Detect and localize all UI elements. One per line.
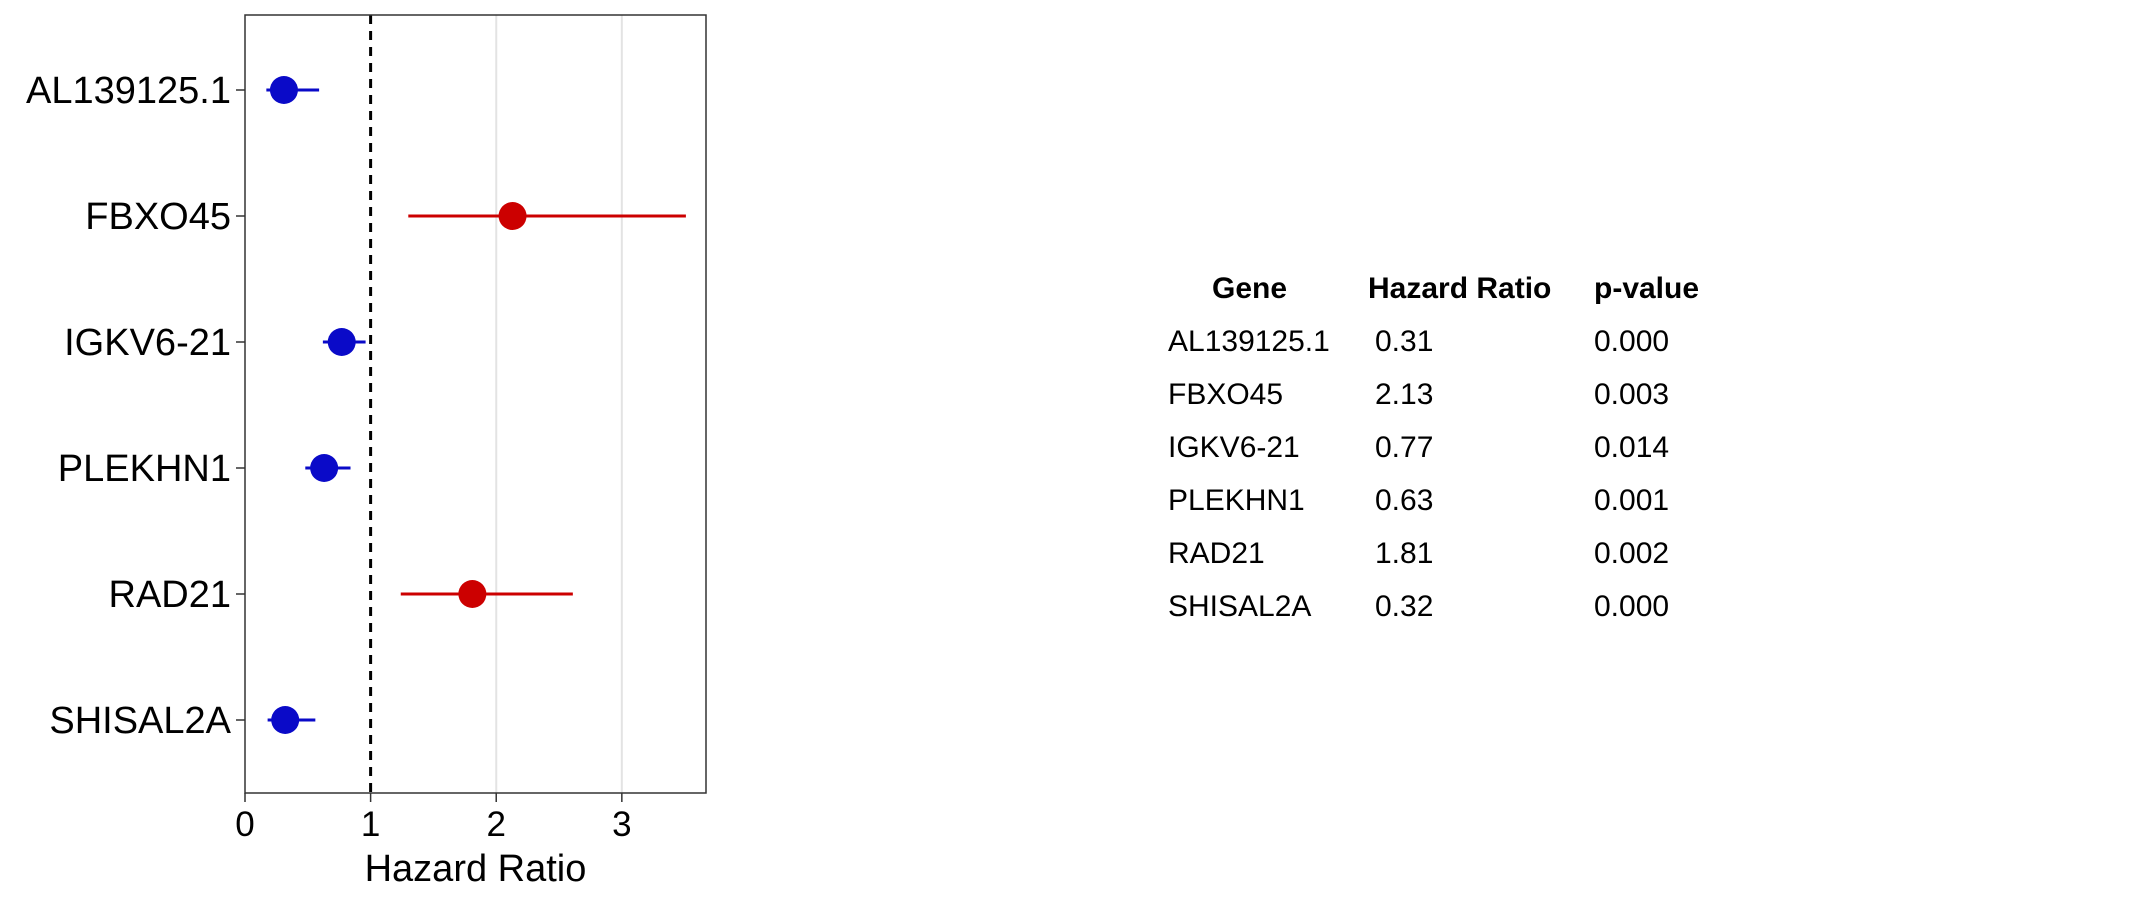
cell-hazard-ratio: 0.31 [1375, 325, 1434, 358]
y-tick-label: PLEKHN1 [58, 448, 231, 490]
ci-layer [266, 88, 686, 722]
x-axis: 0 1 2 3 [235, 793, 632, 844]
cell-gene: PLEKHN1 [1168, 484, 1305, 517]
hr-point [269, 76, 298, 104]
cell-gene: IGKV6-21 [1168, 431, 1300, 464]
y-axis: AL139125.1 FBXO45 IGKV6-21 PLEKHN1 RAD21 SHIS… [26, 70, 245, 742]
y-tick-label: SHISAL2A [49, 700, 231, 742]
cell-hazard-ratio: 2.13 [1375, 378, 1434, 411]
cell-hazard-ratio: 1.81 [1375, 537, 1434, 570]
cell-p-value: 0.001 [1594, 484, 1670, 517]
plot-panel [244, 14, 707, 794]
cell-gene: FBXO45 [1168, 378, 1284, 411]
grid-layer [495, 15, 623, 793]
header-hazard-ratio: Hazard Ratio [1368, 272, 1552, 305]
cell-p-value: 0.014 [1594, 431, 1670, 464]
x-tick-label: 0 [235, 805, 254, 844]
hr-point [498, 202, 527, 230]
cell-hazard-ratio: 0.32 [1375, 590, 1434, 623]
header-p-value: p-value [1594, 272, 1700, 305]
hr-point [271, 706, 300, 734]
x-axis-label: Hazard Ratio [365, 848, 587, 890]
x-tick-label: 1 [361, 805, 380, 844]
y-tick-label: FBXO45 [85, 196, 231, 238]
cell-p-value: 0.002 [1594, 537, 1670, 570]
cell-p-value: 0.000 [1594, 590, 1670, 623]
y-tick-label: IGKV6-21 [64, 322, 231, 364]
header-gene: Gene [1212, 272, 1288, 305]
cell-p-value: 0.000 [1594, 325, 1670, 358]
hr-point [458, 580, 487, 608]
y-tick-label: RAD21 [109, 574, 232, 616]
cell-hazard-ratio: 0.77 [1375, 431, 1434, 464]
forest-plot: AL139125.1 FBXO45 IGKV6-21 PLEKHN1 RAD21 SHIS… [26, 14, 707, 890]
cell-p-value: 0.003 [1594, 378, 1670, 411]
cell-gene: RAD21 [1168, 537, 1265, 570]
hr-point [327, 328, 356, 356]
y-tick-label: AL139125.1 [26, 70, 231, 112]
cell-hazard-ratio: 0.63 [1375, 484, 1434, 517]
hr-point [310, 454, 339, 482]
cell-gene: AL139125.1 [1168, 325, 1330, 358]
point-layer [269, 76, 527, 734]
x-tick-label: 3 [612, 805, 631, 844]
x-tick-label: 2 [486, 805, 505, 844]
cell-gene: SHISAL2A [1168, 590, 1312, 623]
